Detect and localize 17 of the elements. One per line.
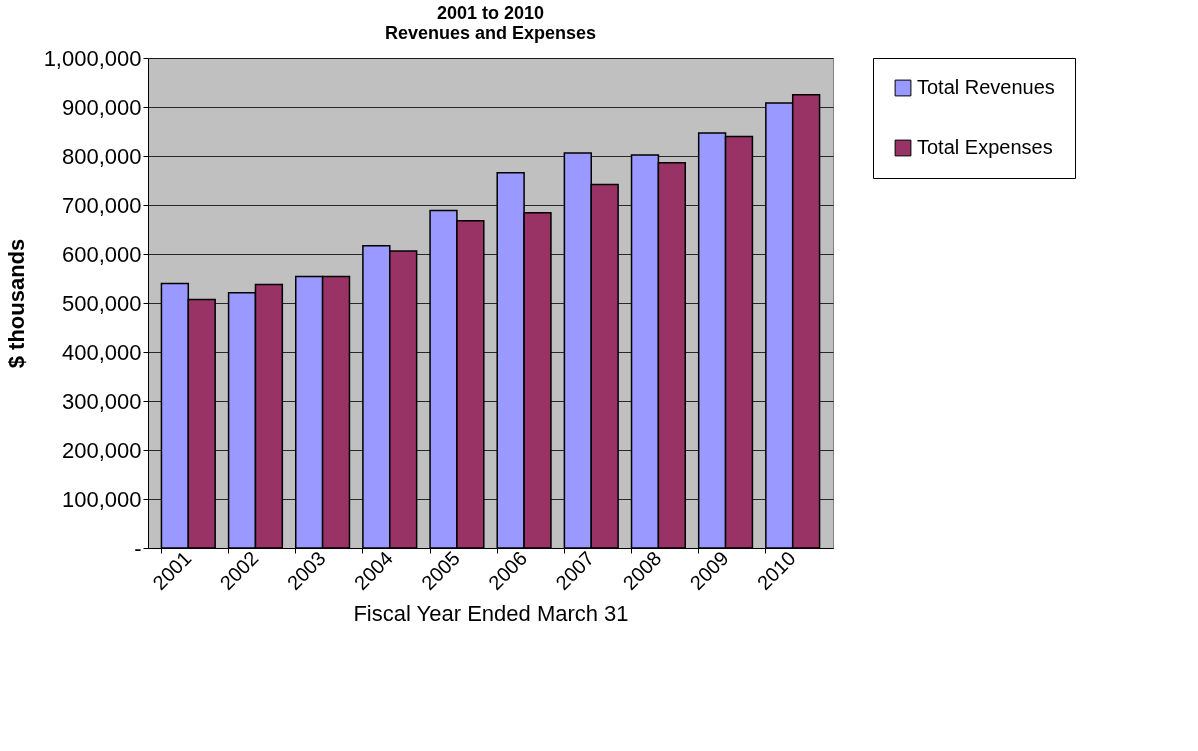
y-tick-label: - — [134, 535, 142, 561]
y-axis-title: $ thousands — [3, 238, 29, 369]
y-tick-label: 400,000 — [61, 339, 142, 365]
y-tick-label: 900,000 — [61, 94, 142, 120]
y-tick-label: 200,000 — [61, 437, 142, 463]
text: Revenues and Expenses — [384, 23, 597, 43]
x-axis-title: Fiscal Year Ended March 31 — [353, 601, 629, 627]
legend-label: Total Expenses — [917, 136, 1053, 158]
y-tick-label: 600,000 — [61, 241, 142, 267]
legend-label: Total Revenues — [917, 76, 1055, 98]
y-tick-label: 700,000 — [61, 192, 142, 218]
y-tick-label: 300,000 — [61, 388, 142, 414]
y-tick-label: 800,000 — [61, 143, 142, 169]
y-tick-label: 1,000,000 — [43, 45, 142, 71]
text: 2001 to 2010 — [436, 3, 545, 23]
y-tick-label: 500,000 — [61, 290, 142, 316]
y-tick-label: 100,000 — [61, 486, 142, 512]
